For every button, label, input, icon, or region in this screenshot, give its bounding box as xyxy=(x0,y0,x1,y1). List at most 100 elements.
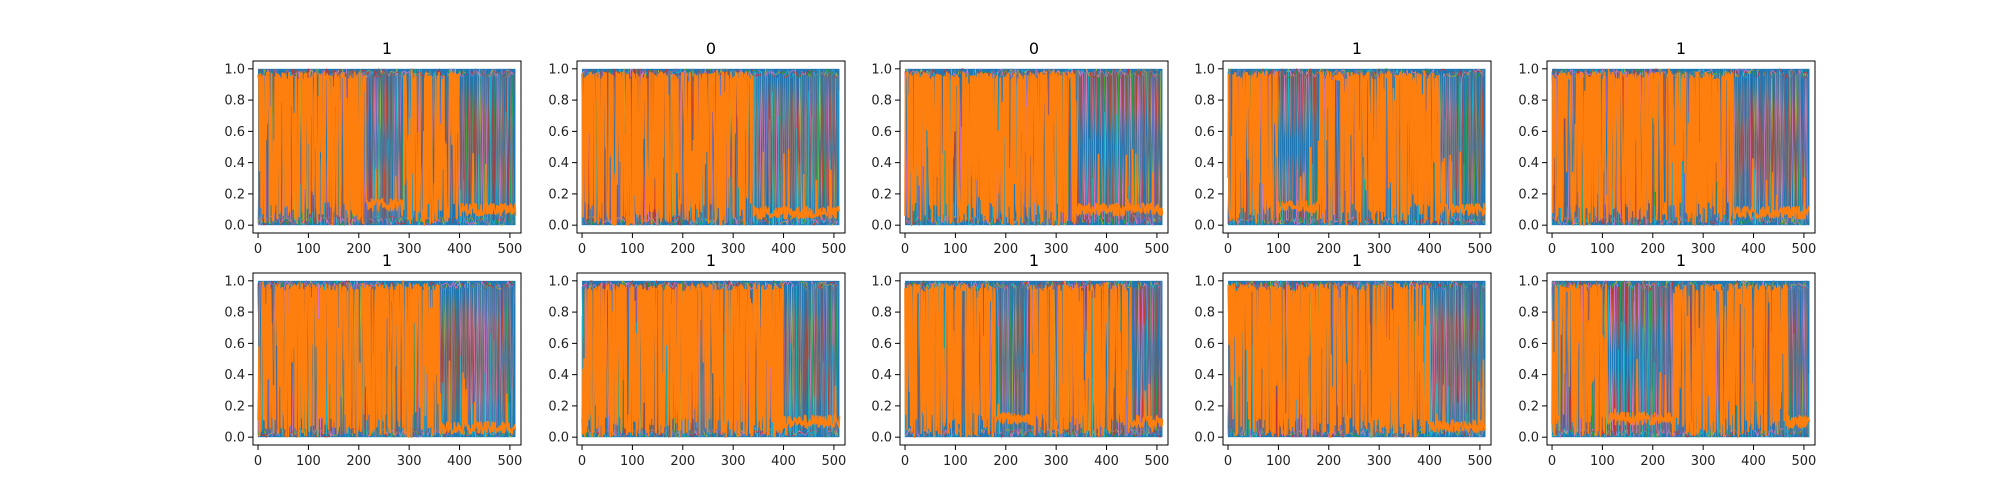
series-orange xyxy=(904,280,1164,438)
plot-area xyxy=(257,279,517,439)
subplot-title: 1 xyxy=(1352,39,1362,58)
y-tick-label: 0.6 xyxy=(224,337,245,352)
plot-area xyxy=(1227,67,1487,227)
y-tick-label: 1.0 xyxy=(1518,274,1539,289)
series-minor-8 xyxy=(581,68,839,227)
x-tick-label: 200 xyxy=(1640,242,1665,257)
x-tick-label: 500 xyxy=(1792,454,1817,469)
y-tick-label: 0.6 xyxy=(1518,125,1539,140)
axes-frame xyxy=(576,60,846,234)
y-tick-label: 0.8 xyxy=(871,94,892,109)
subplot-title: 1 xyxy=(1029,251,1039,270)
x-tick-label: 500 xyxy=(498,454,523,469)
x-tick-label: 200 xyxy=(1316,242,1341,257)
x-tick-label: 300 xyxy=(1044,454,1069,469)
axes-frame xyxy=(899,60,1169,234)
axes-frame xyxy=(1222,60,1492,234)
x-tick-label: 300 xyxy=(1691,454,1716,469)
y-tick-label: 0.2 xyxy=(871,399,892,414)
y-tick-label: 0.4 xyxy=(1518,156,1539,171)
y-tick-label: 0.2 xyxy=(224,187,245,202)
x-tick-label: 400 xyxy=(1094,454,1119,469)
series-minor-8 xyxy=(257,68,515,227)
subplot-4: 0 100 200 300 400 500 0.0 0.2 0.4 0.6 0.8 1.0 1 xyxy=(1194,39,1492,257)
y-tick-label: 0.8 xyxy=(548,94,569,109)
subplot-2: 0 100 200 300 400 500 0.0 0.2 0.4 0.6 0.8 1.0 0 xyxy=(548,39,846,257)
subplot-3: 0 100 200 300 400 500 0.0 0.2 0.4 0.6 0.8 1.0 0 xyxy=(871,39,1169,257)
x-tick-label: 200 xyxy=(993,242,1018,257)
x-tick-label: 100 xyxy=(1266,242,1291,257)
x-tick-label: 400 xyxy=(1741,242,1766,257)
y-tick-label: 1.0 xyxy=(224,274,245,289)
y-tick-label: 0.2 xyxy=(871,187,892,202)
y-tick-label: 0.0 xyxy=(871,431,892,446)
axes-frame xyxy=(1222,272,1492,446)
x-tick-label: 200 xyxy=(670,454,695,469)
subplot-title: 1 xyxy=(1676,39,1686,58)
y-tick-label: 1.0 xyxy=(548,62,569,77)
x-tick-label: 0 xyxy=(578,454,586,469)
series-orange xyxy=(1227,69,1487,226)
series-orange xyxy=(1227,280,1487,438)
x-tick-label: 200 xyxy=(1640,454,1665,469)
axes-frame xyxy=(252,272,522,446)
plot-area xyxy=(1551,67,1810,227)
y-tick-label: 1.0 xyxy=(871,274,892,289)
x-tick-label: 0 xyxy=(901,454,909,469)
y-tick-label: 0.4 xyxy=(548,368,569,383)
subplot-5: 0 100 200 300 400 500 0.0 0.2 0.4 0.6 0.8 1.0 1 xyxy=(1518,39,1816,257)
x-tick-label: 200 xyxy=(1316,454,1341,469)
x-tick-label: 500 xyxy=(1145,454,1170,469)
x-tick-label: 500 xyxy=(1468,242,1493,257)
x-tick-label: 500 xyxy=(1145,242,1170,257)
y-tick-label: 0.4 xyxy=(871,368,892,383)
subplot-9: 0 100 200 300 400 500 0.0 0.2 0.4 0.6 0.8 1.0 1 xyxy=(1194,251,1492,469)
y-tick-label: 0.8 xyxy=(548,306,569,321)
y-tick-label: 0.0 xyxy=(548,431,569,446)
subplot-title: 1 xyxy=(382,251,392,270)
y-tick-label: 0.8 xyxy=(224,94,245,109)
x-tick-label: 300 xyxy=(721,454,746,469)
axes-frame xyxy=(899,272,1169,446)
subplot-title: 1 xyxy=(1676,251,1686,270)
x-tick-label: 200 xyxy=(346,454,371,469)
x-tick-label: 100 xyxy=(296,242,321,257)
axes-frame xyxy=(252,60,522,234)
y-tick-label: 0.6 xyxy=(871,125,892,140)
x-tick-label: 0 xyxy=(1548,242,1556,257)
y-tick-label: 1.0 xyxy=(1194,274,1215,289)
y-tick-label: 0.4 xyxy=(1194,368,1215,383)
x-tick-label: 0 xyxy=(1548,454,1556,469)
y-tick-label: 0.6 xyxy=(548,337,569,352)
x-tick-label: 100 xyxy=(620,242,645,257)
y-tick-label: 1.0 xyxy=(548,274,569,289)
series-orange xyxy=(1551,68,1810,226)
axes-frame xyxy=(576,272,846,446)
y-tick-label: 0.4 xyxy=(1194,156,1215,171)
y-tick-label: 0.0 xyxy=(224,219,245,234)
x-tick-label: 0 xyxy=(901,242,909,257)
x-tick-label: 500 xyxy=(822,454,847,469)
subplot-title: 1 xyxy=(1352,251,1362,270)
y-tick-label: 0.2 xyxy=(548,399,569,414)
x-tick-label: 0 xyxy=(1224,454,1232,469)
y-tick-label: 0.0 xyxy=(1518,219,1539,234)
y-tick-label: 0.6 xyxy=(224,125,245,140)
x-tick-label: 500 xyxy=(822,242,847,257)
y-tick-label: 0.4 xyxy=(1518,368,1539,383)
series-minor-7 xyxy=(904,68,1162,227)
x-tick-label: 400 xyxy=(771,242,796,257)
y-tick-label: 0.6 xyxy=(1194,125,1215,140)
plot-area xyxy=(581,67,841,227)
x-tick-label: 0 xyxy=(578,242,586,257)
y-tick-label: 1.0 xyxy=(1518,62,1539,77)
x-tick-label: 100 xyxy=(943,242,968,257)
x-tick-label: 300 xyxy=(721,242,746,257)
plot-area xyxy=(1551,279,1811,439)
plot-area xyxy=(581,279,841,439)
subplot-8: 0 100 200 300 400 500 0.0 0.2 0.4 0.6 0.8 1.0 1 xyxy=(871,251,1169,469)
x-tick-label: 500 xyxy=(1468,454,1493,469)
x-tick-label: 0 xyxy=(254,242,262,257)
subplot-6: 0 100 200 300 400 500 0.0 0.2 0.4 0.6 0.8 1.0 1 xyxy=(224,251,522,469)
